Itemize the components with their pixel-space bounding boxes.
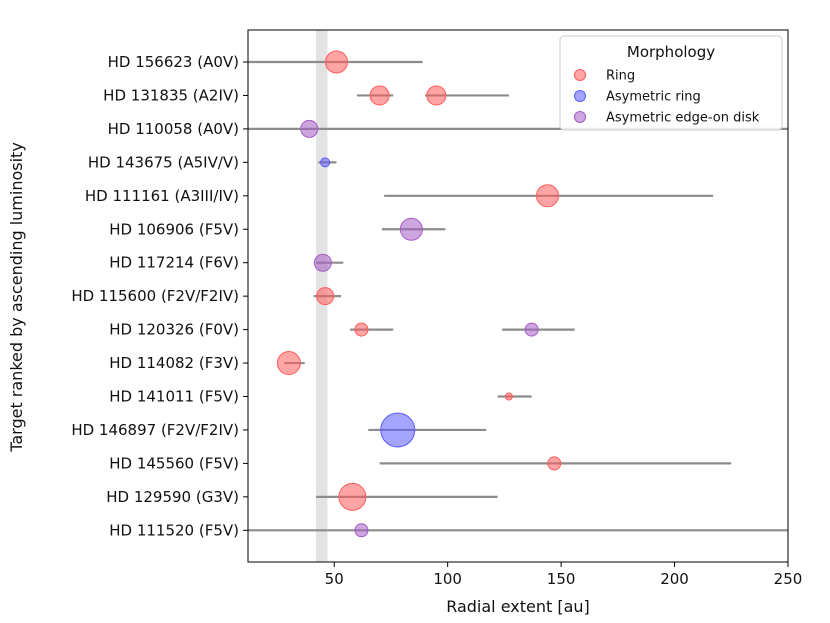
- marker-ring-2: [426, 85, 447, 106]
- y-tick-label-8: HD 120326 (F0V): [109, 321, 239, 339]
- y-tick-label-10: HD 141011 (F5V): [109, 388, 239, 406]
- x-tick-label-200: 200: [660, 570, 689, 588]
- x-tick-label-250: 250: [774, 570, 803, 588]
- marker-asym_ring-13: [380, 412, 416, 448]
- y-tick-label-14: HD 111520 (F5V): [109, 521, 239, 539]
- y-tick-label-4: HD 111161 (A3III/IV): [85, 187, 239, 205]
- y-tick-label-1: HD 131835 (A2IV): [103, 86, 239, 104]
- marker-asym_ring-4: [320, 157, 331, 168]
- legend-label-asym_ring: Asymetric ring: [606, 90, 701, 105]
- marker-ring-11: [276, 351, 301, 376]
- marker-asym_edge-7: [313, 253, 332, 272]
- marker-asym_edge-10: [524, 322, 539, 337]
- legend-label-asym_edge: Asymetric edge-on disk: [606, 111, 760, 126]
- legend-marker-asym_ring: [574, 90, 586, 102]
- legend-title: Morphology: [627, 43, 715, 61]
- marker-ring-12: [504, 392, 513, 401]
- plot-area: [248, 30, 788, 562]
- marker-ring-5: [535, 184, 559, 208]
- marker-ring-8: [316, 287, 335, 306]
- legend-label-ring: Ring: [606, 69, 635, 84]
- y-tick-label-0: HD 156623 (A0V): [108, 53, 239, 71]
- x-tick-label-150: 150: [547, 570, 576, 588]
- marker-asym_edge-6: [399, 217, 423, 241]
- legend-marker-asym_edge: [574, 111, 586, 123]
- marker-ring-15: [338, 482, 367, 511]
- x-tick-label-50: 50: [325, 570, 344, 588]
- legend-box: [559, 35, 783, 131]
- axes: 50 100 150 200 250 HD 156623 (A0V) HD 131835 (…: [71, 29, 803, 588]
- y-tick-label-11: HD 146897 (F2V/F2IV): [71, 421, 239, 439]
- y-tick-label-2: HD 110058 (A0V): [108, 120, 239, 138]
- marker-asym_edge-16: [354, 523, 369, 538]
- marker-asym_edge-3: [300, 119, 319, 138]
- y-tick-label-13: HD 129590 (G3V): [106, 488, 239, 506]
- x-axis-label: Radial extent [au]: [446, 597, 590, 616]
- marker-ring-0: [324, 50, 348, 74]
- legend-marker-ring: [574, 69, 586, 81]
- y-tick-label-7: HD 115600 (F2V/F2IV): [71, 287, 239, 305]
- marker-ring-14: [547, 456, 562, 471]
- y-axis-label: Target ranked by ascending luminosity: [7, 142, 26, 453]
- y-tick-label-9: HD 114082 (F3V): [109, 354, 239, 372]
- y-tick-label-3: HD 143675 (A5IV/V): [88, 153, 239, 171]
- legend: Morphology Ring Asymetric ring Asymetric e…: [559, 35, 783, 131]
- x-tick-label-100: 100: [433, 570, 462, 588]
- y-tick-label-12: HD 145560 (F5V): [109, 454, 239, 472]
- y-tick-label-5: HD 106906 (F5V): [109, 220, 239, 238]
- marker-ring-9: [354, 322, 369, 337]
- marker-ring-1: [369, 85, 390, 106]
- y-tick-label-6: HD 117214 (F6V): [109, 254, 239, 272]
